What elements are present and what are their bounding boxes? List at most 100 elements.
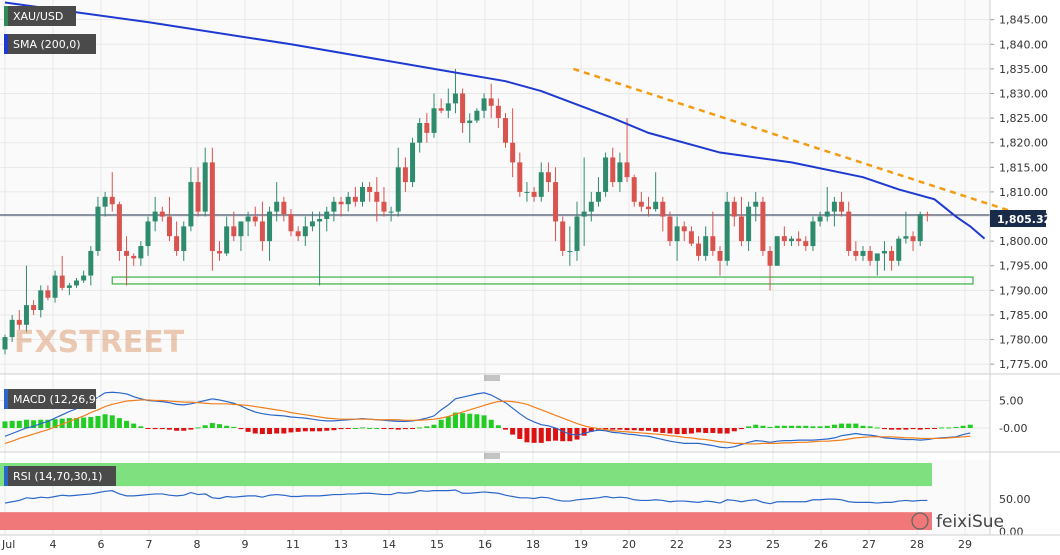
macd-histogram-bar <box>560 428 566 442</box>
y-tick-label: 1,845.00 <box>999 14 1048 27</box>
macd-histogram-bar <box>932 428 937 429</box>
symbol-label: XAU/USD <box>13 10 63 23</box>
candle-body <box>159 211 165 217</box>
macd-signal-line <box>4 399 971 445</box>
macd-histogram-bar <box>424 426 430 428</box>
candle-body <box>839 201 845 212</box>
x-tick-label: Jul <box>1 538 15 551</box>
macd-histogram-bar <box>217 424 222 428</box>
macd-histogram-bar <box>553 428 559 441</box>
macd-panel-resize-handle[interactable] <box>484 375 500 381</box>
macd-histogram-bar <box>796 425 802 428</box>
macd-tag[interactable]: MACD (12,26,9) <box>4 389 100 409</box>
candle-body <box>438 108 444 111</box>
macd-histogram-bar <box>66 418 72 428</box>
source-tag-label: feixiSue <box>936 512 1004 532</box>
x-tick-label: 6 <box>98 538 105 551</box>
candle-body <box>631 177 637 202</box>
candle-body <box>66 285 72 288</box>
macd-histogram-bar <box>238 428 244 430</box>
macd-histogram-bar <box>789 425 794 428</box>
macd-histogram-bar <box>195 427 201 429</box>
macd-histogram-bar <box>460 413 466 428</box>
x-tick-label: 16 <box>478 538 492 551</box>
candle-body <box>195 182 201 212</box>
candle-body <box>424 123 430 133</box>
macd-histogram-bar <box>259 428 265 435</box>
macd-histogram-bar <box>881 428 887 430</box>
candle-body <box>660 201 666 217</box>
candle-body <box>452 93 458 104</box>
candle-body <box>209 162 215 251</box>
rsi-panel-resize-handle[interactable] <box>484 453 500 459</box>
candle-body <box>395 167 401 212</box>
macd-histogram-bar <box>803 425 809 428</box>
macd-histogram-bar <box>81 417 87 428</box>
macd-histogram-bar <box>410 428 416 429</box>
macd-histogram-bar <box>817 426 823 428</box>
macd-histogram-bar <box>145 428 151 429</box>
macd-histogram-bar <box>452 412 458 428</box>
macd-histogram-bar <box>774 425 780 428</box>
macd-histogram-bar <box>188 428 194 430</box>
candle-body <box>524 191 530 193</box>
candle-body <box>653 201 659 210</box>
candle-body <box>16 319 22 325</box>
macd-histogram-bar <box>302 428 308 432</box>
macd-histogram-bar <box>381 428 387 429</box>
y-tick-label: 1,830.00 <box>999 88 1048 101</box>
candle-body <box>52 275 58 298</box>
candle-body <box>81 275 87 281</box>
macd-histogram-bar <box>474 414 480 428</box>
candle-body <box>724 201 730 261</box>
macd-histogram-bar <box>874 427 880 429</box>
macd-histogram-bar <box>517 428 523 439</box>
candle-body <box>360 187 365 202</box>
macd-histogram-bar <box>703 428 709 433</box>
macd-histogram-bar <box>345 428 351 429</box>
candle-body <box>674 226 680 242</box>
macd-histogram-bar <box>731 428 737 432</box>
candle-body <box>910 236 916 242</box>
macd-histogram-bar <box>967 424 973 428</box>
macd-histogram-bar <box>846 423 852 428</box>
macd-histogram-bar <box>710 428 716 433</box>
macd-histogram-bar <box>131 423 137 428</box>
candle-body <box>924 214 930 216</box>
macd-histogram-bar <box>352 428 358 429</box>
candle-body <box>824 211 830 217</box>
rsi-tag[interactable]: RSI (14,70,30,1) <box>4 466 116 486</box>
macd-histogram-bar <box>481 415 487 428</box>
chart-overlays <box>0 214 990 530</box>
candle-body <box>731 201 737 217</box>
macd-histogram-bar <box>903 428 909 430</box>
macd-histogram-bar <box>717 428 723 434</box>
indicator-lines <box>4 1 1028 505</box>
candle-body <box>688 231 694 244</box>
macd-histogram-bar <box>653 428 659 432</box>
rsi-oversold-zone <box>0 512 932 530</box>
fxstreet-watermark: FXSTREET <box>14 325 185 360</box>
candle-body <box>38 290 44 311</box>
candle-body <box>302 226 308 237</box>
macd-histogram-bar <box>2 421 8 428</box>
candle-body <box>9 319 15 338</box>
y-tick-label: 1,775.00 <box>999 358 1048 371</box>
macd-histogram-bar <box>360 427 365 429</box>
macd-histogram-bar <box>746 426 752 428</box>
camera-icon <box>911 512 929 530</box>
candle-body <box>238 221 244 237</box>
candle-body <box>760 201 766 251</box>
sma-tag[interactable]: SMA (200,0) <box>4 34 96 54</box>
candle-body <box>116 204 122 251</box>
symbol-tag[interactable]: XAU/USD <box>4 6 76 26</box>
candle-body <box>903 236 909 239</box>
x-tick-label: 4 <box>50 538 57 551</box>
candle-body <box>138 246 144 259</box>
macd-histogram-bar <box>495 425 501 428</box>
macd-histogram-bar <box>9 420 15 428</box>
candle-body <box>553 182 559 222</box>
candle-body <box>753 201 759 207</box>
candle-body <box>88 250 94 276</box>
